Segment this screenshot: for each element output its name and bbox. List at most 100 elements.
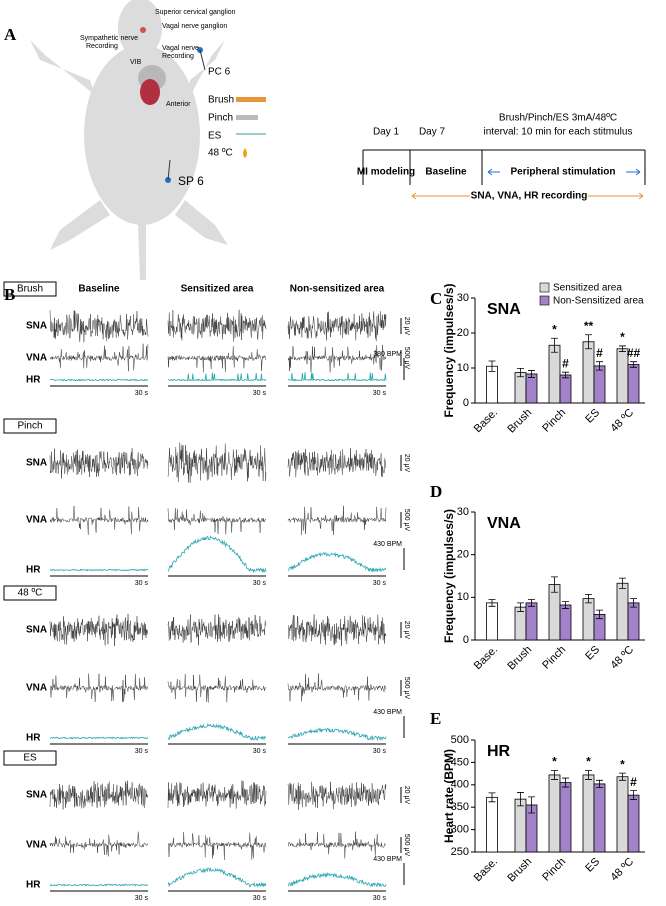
sna-trace	[49, 310, 149, 343]
vna-trace	[49, 831, 149, 857]
time-label: 30 s	[135, 580, 149, 587]
error-bar	[528, 370, 535, 378]
significance: **	[584, 319, 594, 333]
sna-trace	[49, 448, 149, 479]
y-tick-label: 10	[457, 591, 469, 603]
y-tick-label: 30	[457, 292, 469, 304]
time-label: 30 s	[253, 390, 267, 397]
scale-label: 500 μV	[403, 677, 410, 700]
annotation: Superior cervical ganglion	[155, 9, 236, 16]
bar	[559, 782, 572, 853]
x-tick-label: Pinch	[540, 407, 568, 435]
annotation: Recording	[162, 53, 194, 60]
sna-trace	[287, 614, 387, 647]
hr-trace	[287, 871, 387, 888]
stimulus-box	[3, 585, 57, 601]
y-tick-label: 20	[457, 549, 469, 561]
time-label: 30 s	[253, 580, 267, 587]
vna-trace	[49, 343, 149, 372]
error-bar	[630, 361, 637, 368]
stimulus: ES	[23, 753, 37, 764]
significance: *	[586, 755, 591, 769]
scale-label: 430 BPM	[373, 856, 402, 863]
error-bar	[551, 576, 558, 593]
row-label: HR	[26, 565, 41, 576]
x-tick-label: 48 ºC	[608, 644, 636, 672]
bar	[525, 373, 538, 404]
bar	[582, 774, 595, 853]
legend-swatch	[539, 282, 550, 293]
stimulus-box	[3, 418, 57, 434]
error-bar	[528, 796, 535, 814]
annotation: 48 ºC	[208, 148, 233, 159]
vna-trace	[287, 505, 387, 535]
error-bar	[562, 371, 569, 379]
stimulus: Pinch	[17, 421, 42, 432]
y-axis-label: Frequency (impulses/s)	[442, 509, 456, 643]
column-heading: Non-sensitized area	[290, 284, 385, 295]
vna-trace	[287, 831, 387, 859]
scale-label: 20 μV	[403, 317, 410, 336]
scale-label: 20 μV	[403, 621, 410, 640]
scale-label: 500 μV	[403, 834, 410, 857]
day: Day 1	[373, 127, 400, 138]
x-tick-label: Base.	[472, 856, 500, 884]
time-label: 30 s	[135, 895, 149, 902]
hr-trace	[167, 535, 267, 574]
hr-trace	[49, 883, 149, 887]
significance: #	[596, 346, 603, 360]
time-label: 30 s	[373, 748, 387, 755]
timeline	[362, 149, 646, 200]
chart-title: VNA	[487, 515, 521, 532]
row-label: VNA	[26, 515, 47, 526]
sna-trace	[287, 781, 387, 810]
x-tick-label: Brush	[505, 856, 534, 885]
time-label: 30 s	[135, 390, 149, 397]
time-label: 30 s	[373, 580, 387, 587]
hr-trace	[167, 867, 267, 888]
chart-title: SNA	[487, 301, 521, 318]
bar	[593, 365, 606, 404]
significance: *	[620, 330, 625, 344]
sna-trace	[49, 780, 149, 810]
bar	[616, 776, 629, 853]
error-bar	[528, 599, 535, 607]
x-tick-label: Pinch	[540, 644, 568, 672]
mouse-illustration	[30, 0, 228, 280]
bar	[548, 584, 561, 641]
annotation: Vagal nerve	[162, 45, 199, 52]
annotation: Brush	[208, 95, 234, 106]
interval: interval: 10 min for each stitmulus	[484, 127, 633, 138]
hr-trace	[49, 736, 149, 740]
stimulus-box	[3, 750, 57, 766]
row-label: VNA	[26, 840, 47, 851]
sna-trace	[167, 780, 267, 809]
row-label: VNA	[26, 683, 47, 694]
vna-trace	[167, 346, 267, 373]
y-tick-label: 250	[451, 846, 469, 858]
hr-trace	[287, 551, 387, 573]
y-axis-label: Heart rate (BPM)	[442, 749, 456, 843]
error-bar	[562, 777, 569, 788]
x-tick-label: 48 ºC	[608, 407, 636, 435]
annotation: Anterior	[166, 101, 191, 108]
protocol: Brush/Pinch/ES 3mA/48ºC	[499, 113, 617, 124]
bar	[593, 783, 606, 853]
error-bar	[585, 334, 592, 350]
time-label: 30 s	[135, 748, 149, 755]
row-label: SNA	[26, 790, 47, 801]
legend-swatch	[539, 295, 550, 306]
legend-label: Non-Sensitized area	[553, 296, 644, 307]
bar	[486, 602, 498, 641]
sna-trace	[167, 442, 267, 483]
hr-trace	[287, 372, 387, 382]
column-heading: Baseline	[78, 284, 120, 295]
sna-trace	[49, 613, 149, 647]
annotation: Recording	[86, 43, 118, 50]
error-bar	[488, 360, 496, 372]
row-label: HR	[26, 880, 41, 891]
error-bar	[517, 367, 524, 378]
vna-trace	[167, 673, 267, 703]
vna-trace	[49, 673, 149, 703]
